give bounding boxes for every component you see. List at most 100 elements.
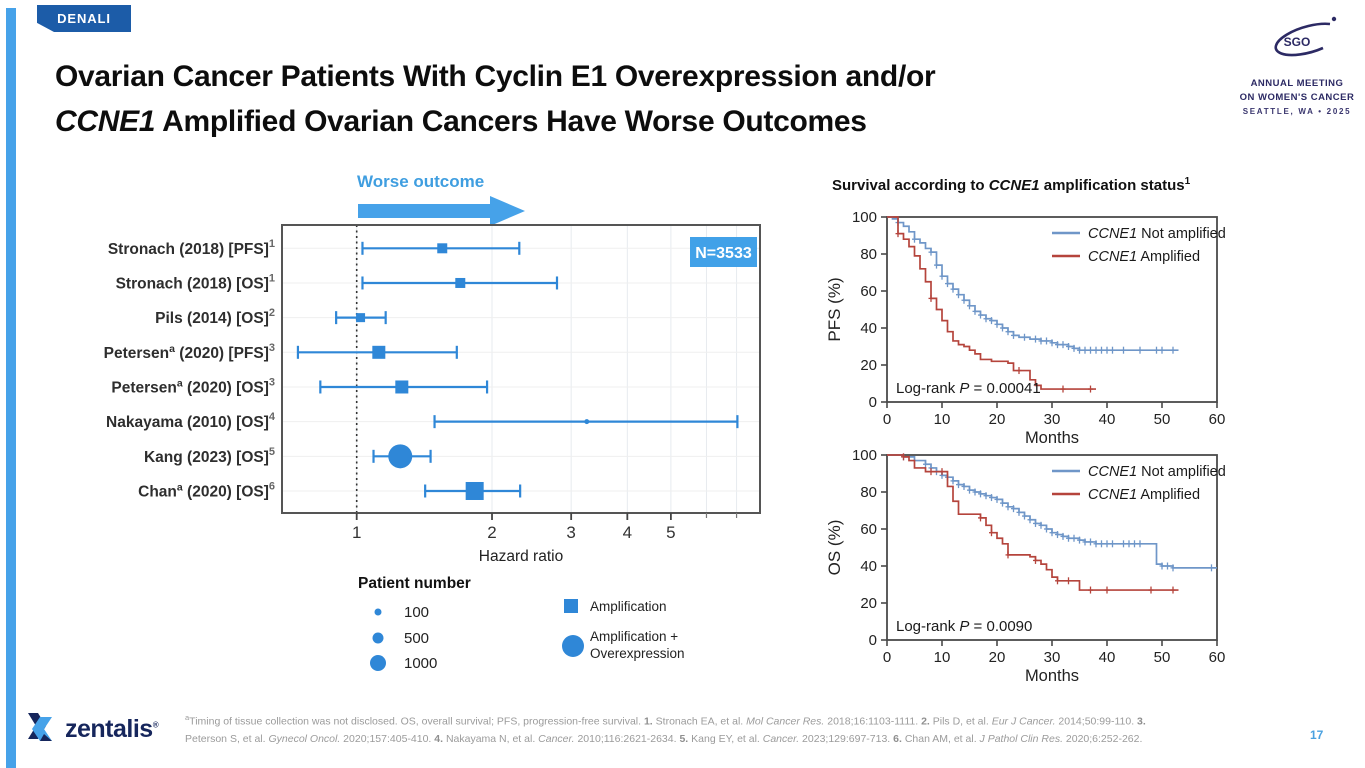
axes: 0 20 40 60 80 100 0 10 20 30 40 50 60	[852, 447, 1225, 666]
amplification-marker	[455, 277, 466, 288]
svg-text:60: 60	[860, 283, 877, 300]
footnote-line-2: Peterson S, et al. Gynecol Oncol. 2020;1…	[185, 732, 1143, 745]
denali-tab-label: DENALI	[57, 11, 111, 26]
forest-row: Pils (2014) [OS]2	[155, 307, 387, 327]
footnote-references: aTiming of tissue collection was not dis…	[185, 712, 1180, 748]
worse-outcome-arrow-icon	[358, 196, 525, 226]
svg-text:20: 20	[860, 595, 877, 612]
y-axis-title: OS (%)	[825, 520, 844, 576]
km-section-heading: Survival according to CCNE1 amplificatio…	[832, 176, 1191, 194]
svg-text:20: 20	[989, 649, 1006, 666]
sgo-logo-line2: ON WOMEN'S CANCER	[1239, 92, 1355, 104]
forest-row: Petersena (2020) [OS]3	[111, 376, 489, 396]
x-axis: 1 2 3 4 5 Hazard ratio	[352, 513, 738, 565]
svg-text:0: 0	[883, 649, 891, 666]
svg-text:40: 40	[860, 320, 877, 337]
svg-text:0: 0	[869, 394, 877, 411]
svg-text:60: 60	[860, 521, 877, 538]
svg-text:20: 20	[989, 411, 1006, 428]
svg-text:60: 60	[1209, 411, 1226, 428]
y-axis-title: PFS (%)	[825, 277, 844, 341]
svg-text:500: 500	[404, 630, 429, 647]
svg-text:2: 2	[487, 523, 496, 542]
km-curve	[887, 453, 1217, 572]
x-axis-title: Months	[1025, 667, 1079, 683]
svg-text:30: 30	[1044, 649, 1061, 666]
os-km-chart: 0 20 40 60 80 100 0 10 20 30 40 50 60 OS (%) Months CCN…	[825, 447, 1226, 683]
svg-text:N=3533: N=3533	[695, 245, 752, 262]
forest-plot: Stronach (2018) [PFS]1 Stronach (2018) [O…	[104, 224, 761, 672]
km-curve	[887, 453, 1179, 594]
svg-text:10: 10	[934, 411, 951, 428]
svg-text:Patient number: Patient number	[358, 575, 471, 592]
study-label: Chana (2020) [OS]6	[138, 480, 275, 500]
x-axis-title: Hazard ratio	[479, 548, 563, 565]
patient-number-legend: Patient number 100 500 1000	[358, 575, 471, 672]
svg-text:50: 50	[1154, 411, 1171, 428]
svg-text:SGO: SGO	[1284, 35, 1311, 49]
svg-text:60: 60	[1209, 649, 1226, 666]
zentalis-logo: zentalis®	[26, 712, 159, 746]
amplification-marker	[372, 345, 386, 359]
sgo-swirl-icon: SGO	[1274, 16, 1337, 57]
svg-text:0: 0	[869, 632, 877, 649]
amplification-overexpression-marker	[388, 444, 413, 469]
study-label: Petersena (2020) [OS]3	[111, 376, 275, 396]
axes: 0 20 40 60 80 100 0 10 20 30 40 50 60	[852, 209, 1225, 428]
study-label: Pils (2014) [OS]2	[155, 307, 275, 327]
svg-text:Amplification +: Amplification +	[590, 629, 678, 644]
amplification-marker	[465, 481, 484, 500]
zentalis-wordmark: zentalis®	[65, 714, 159, 743]
title-line-1: Ovarian Cancer Patients With Cyclin E1 O…	[55, 60, 936, 93]
forest-plot-area	[281, 224, 761, 514]
svg-text:30: 30	[1044, 411, 1061, 428]
forest-row: Kang (2023) [OS]5	[144, 444, 432, 469]
log-rank-annotation: Log-rank P = 0.00041	[896, 380, 1041, 397]
km-curve	[887, 216, 1179, 354]
study-label: Stronach (2018) [OS]1	[116, 272, 275, 292]
log-rank-annotation: Log-rank P = 0.0090	[896, 618, 1032, 635]
svg-text:4: 4	[623, 523, 632, 542]
svg-text:5: 5	[666, 523, 675, 542]
sgo-logo-line1: ANNUAL MEETING	[1250, 78, 1344, 89]
legend-label: CCNE1 Not amplified	[1088, 226, 1226, 242]
denali-tab: DENALI	[37, 5, 131, 32]
svg-text:10: 10	[934, 649, 951, 666]
left-accent-bar	[6, 8, 16, 768]
svg-text:50: 50	[1154, 649, 1171, 666]
point-marker	[584, 419, 590, 425]
legend-label: CCNE1 Amplified	[1088, 249, 1200, 265]
svg-text:40: 40	[1099, 649, 1116, 666]
title-line-2: CCNE1 Amplified Ovarian Cancers Have Wor…	[55, 105, 867, 138]
footnote-line-1: aTiming of tissue collection was not dis…	[185, 713, 1146, 728]
forest-row: Petersena (2020) [PFS]3	[104, 342, 458, 362]
svg-text:Amplification: Amplification	[590, 599, 667, 614]
forest-row: Chana (2020) [OS]6	[138, 480, 522, 500]
svg-text:40: 40	[1099, 411, 1116, 428]
svg-text:100: 100	[852, 447, 877, 464]
study-label: Kang (2023) [OS]5	[144, 446, 275, 466]
study-label: Petersena (2020) [PFS]3	[104, 342, 275, 362]
svg-text:3: 3	[566, 523, 575, 542]
svg-text:100: 100	[852, 209, 877, 226]
x-axis-title: Months	[1025, 429, 1079, 443]
amplification-marker	[437, 243, 448, 254]
svg-text:80: 80	[860, 484, 877, 501]
forest-row: Stronach (2018) [OS]1	[116, 272, 559, 292]
marker-legend: Amplification Amplification + Overexpressi…	[562, 599, 685, 661]
study-label: Nakayama (2010) [OS]4	[106, 411, 276, 431]
plot-border	[886, 454, 1218, 641]
svg-text:100: 100	[404, 604, 429, 621]
svg-text:80: 80	[860, 246, 877, 263]
n-badge: N=3533	[690, 237, 757, 267]
page-title: Ovarian Cancer Patients With Cyclin E1 O…	[55, 54, 1235, 144]
registered-mark: ®	[152, 720, 159, 730]
forest-row: Nakayama (2010) [OS]4	[106, 411, 739, 431]
zentalis-mark-icon	[28, 713, 52, 741]
pfs-km-chart: 0 20 40 60 80 100 0 10 20 30 40 50 60 PFS (%) Months CC…	[825, 209, 1226, 443]
sgo-logo-line3: SEATTLE, WA • 2025	[1242, 106, 1352, 116]
amplification-marker	[356, 313, 366, 323]
legend-label: CCNE1 Amplified	[1088, 487, 1200, 503]
legend-label: CCNE1 Not amplified	[1088, 464, 1226, 480]
page-number: 17	[1310, 728, 1324, 742]
